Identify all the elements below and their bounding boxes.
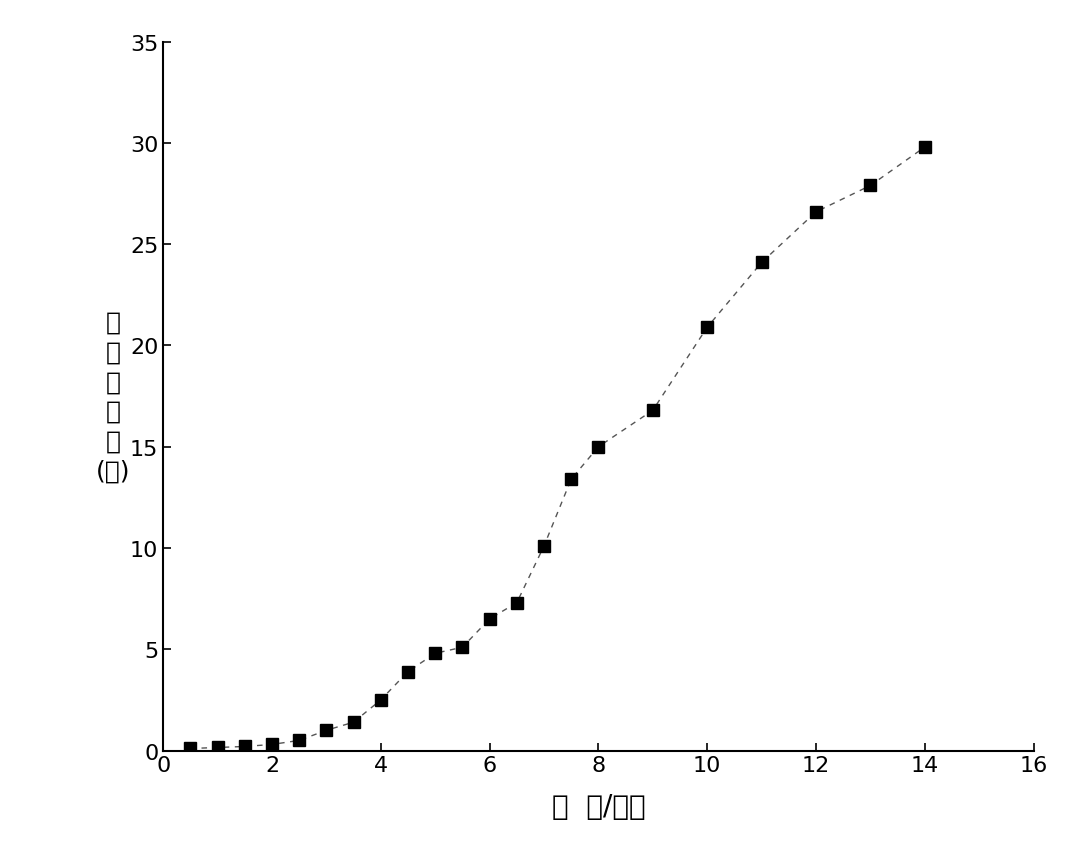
Y-axis label: 累
积
释
放
度
(％): 累 积 释 放 度 (％) [96, 310, 131, 483]
X-axis label: 时  间/小时: 时 间/小时 [552, 792, 645, 820]
